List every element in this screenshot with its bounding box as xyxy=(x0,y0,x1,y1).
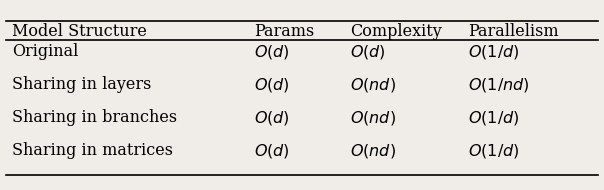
Text: $O(1/d)$: $O(1/d)$ xyxy=(468,43,519,61)
Text: Sharing in layers: Sharing in layers xyxy=(12,76,152,93)
Text: $O(nd)$: $O(nd)$ xyxy=(350,142,396,161)
Text: $O(nd)$: $O(nd)$ xyxy=(350,109,396,127)
Text: Sharing in branches: Sharing in branches xyxy=(12,109,177,126)
Text: Model Structure: Model Structure xyxy=(12,23,147,40)
Text: $O(1/d)$: $O(1/d)$ xyxy=(468,109,519,127)
Text: $O(d)$: $O(d)$ xyxy=(350,43,386,61)
Text: Params: Params xyxy=(254,23,314,40)
Text: Original: Original xyxy=(12,43,79,60)
Text: $O(1/nd)$: $O(1/nd)$ xyxy=(468,76,530,94)
Text: Sharing in matrices: Sharing in matrices xyxy=(12,142,173,159)
Text: $O(d)$: $O(d)$ xyxy=(254,43,289,61)
Text: $O(1/d)$: $O(1/d)$ xyxy=(468,142,519,161)
Text: $O(d)$: $O(d)$ xyxy=(254,109,289,127)
Text: Parallelism: Parallelism xyxy=(468,23,559,40)
Text: $O(d)$: $O(d)$ xyxy=(254,142,289,161)
Text: $O(nd)$: $O(nd)$ xyxy=(350,76,396,94)
Text: Complexity: Complexity xyxy=(350,23,442,40)
Text: $O(d)$: $O(d)$ xyxy=(254,76,289,94)
